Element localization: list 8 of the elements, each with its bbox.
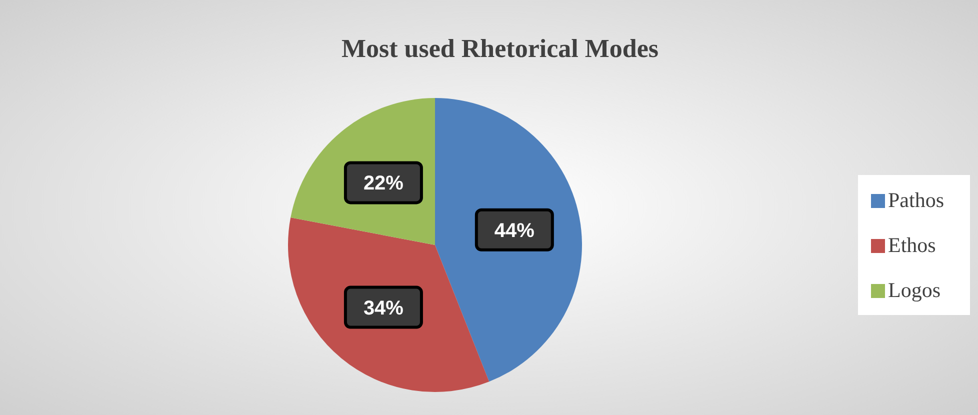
legend-label: Ethos — [888, 233, 936, 257]
legend-label: Pathos — [888, 188, 944, 212]
data-label: 34% — [363, 297, 404, 320]
pie-slice — [435, 98, 582, 382]
legend-label: Logos — [888, 278, 940, 302]
chart-title: Most used Rhetorical Modes — [341, 34, 659, 63]
data-label: 22% — [363, 172, 404, 195]
data-label: 44% — [494, 220, 535, 242]
